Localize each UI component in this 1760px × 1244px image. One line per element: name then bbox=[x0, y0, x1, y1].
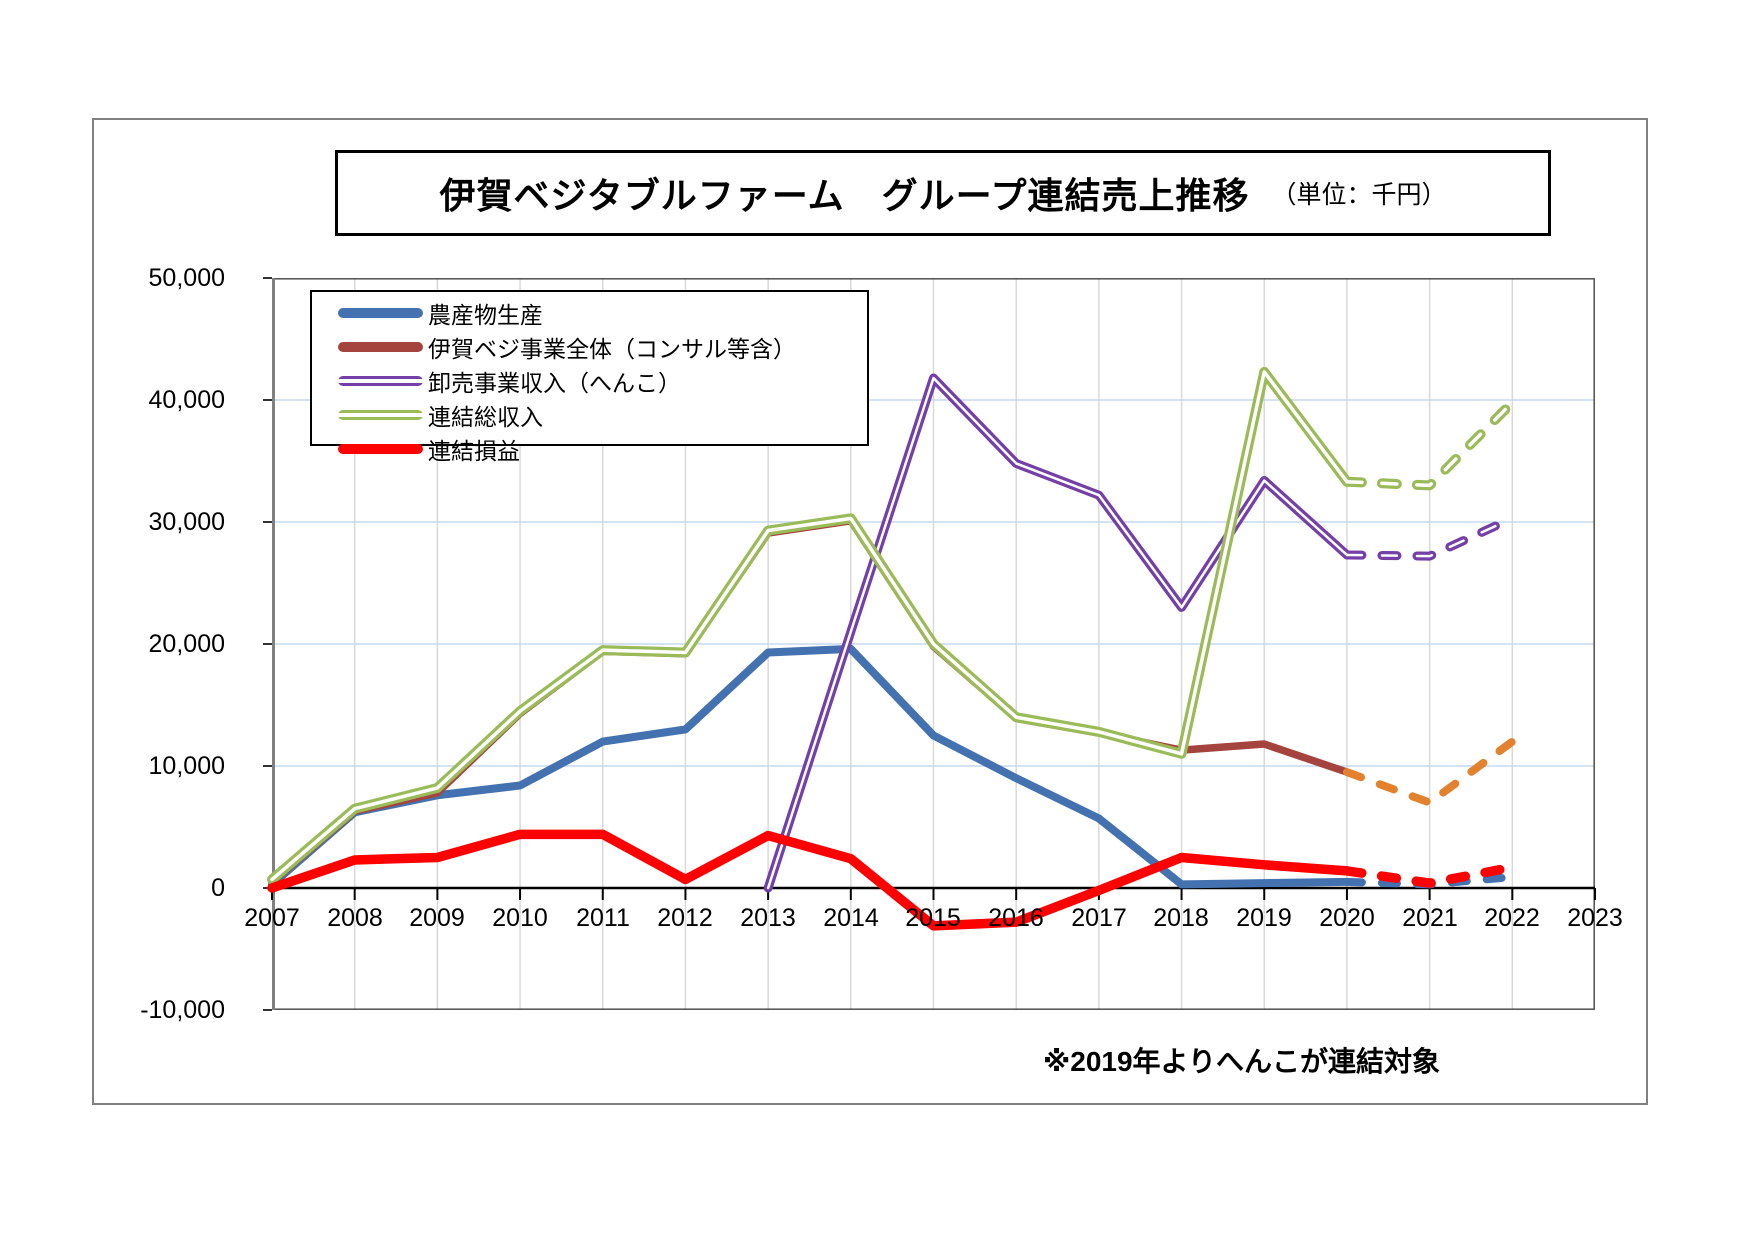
y-axis-label-50000: 50,000 bbox=[148, 264, 225, 292]
legend-label: 卸売事業収入（へんこ） bbox=[428, 370, 681, 396]
footnote: ※2019年よりへんこが連結対象 bbox=[1043, 1046, 1440, 1077]
x-axis-label-2011: 2011 bbox=[576, 904, 630, 932]
x-axis-label-2020: 2020 bbox=[1319, 904, 1375, 932]
y-axis-label-40000: 40,000 bbox=[148, 386, 225, 414]
x-axis-label-2012: 2012 bbox=[657, 904, 713, 932]
x-axis-label-2018: 2018 bbox=[1153, 904, 1209, 932]
legend-swatch-green-outline-line bbox=[338, 410, 423, 420]
y-axis-label-30000: 30,000 bbox=[148, 508, 225, 536]
chart-title: 伊賀ベジタブルファーム グループ連結売上推移 bbox=[439, 175, 1250, 216]
legend-item-agri-production: 農産物生産 bbox=[338, 296, 867, 330]
x-axis-label-2019: 2019 bbox=[1236, 904, 1292, 932]
outer-frame bbox=[92, 118, 1648, 1105]
legend-label: 連結損益 bbox=[428, 438, 520, 464]
chart-legend: 農産物生産 伊賀ベジ事業全体（コンサル等含） 卸売事業収入（へんこ） 連結総収入… bbox=[310, 290, 869, 464]
legend-label: 伊賀ベジ事業全体（コンサル等含） bbox=[428, 336, 796, 362]
legend-item-igaveg-business: 伊賀ベジ事業全体（コンサル等含） bbox=[338, 330, 867, 364]
x-axis-label-2023: 2023 bbox=[1567, 904, 1623, 932]
x-axis-label-2013: 2013 bbox=[740, 904, 796, 932]
x-axis-label-2021: 2021 bbox=[1402, 904, 1458, 932]
x-axis-label-2008: 2008 bbox=[327, 904, 383, 932]
legend-label: 連結総収入 bbox=[428, 404, 543, 430]
legend-item-wholesale-henko: 卸売事業収入（へんこ） bbox=[338, 364, 867, 398]
x-axis-label-2016: 2016 bbox=[988, 904, 1044, 932]
y-axis-label-10000: 10,000 bbox=[148, 752, 225, 780]
x-axis-label-2007: 2007 bbox=[244, 904, 300, 932]
line-chart-plot-area bbox=[263, 277, 1596, 1011]
chart-unit-label: （単位：千円） bbox=[1271, 181, 1447, 209]
y-axis-label-0: 0 bbox=[211, 874, 225, 902]
x-axis-label-2022: 2022 bbox=[1484, 904, 1540, 932]
legend-swatch-red-line bbox=[338, 444, 423, 454]
legend-item-consolidated-profit-loss: 連結損益 bbox=[338, 432, 867, 466]
legend-swatch-blue-line bbox=[338, 308, 423, 318]
x-axis-label-2017: 2017 bbox=[1071, 904, 1127, 932]
x-axis-label-2014: 2014 bbox=[823, 904, 879, 932]
x-axis-label-2010: 2010 bbox=[492, 904, 548, 932]
legend-swatch-purple-outline-line bbox=[338, 376, 423, 386]
legend-item-consolidated-revenue: 連結総収入 bbox=[338, 398, 867, 432]
x-axis-label-2009: 2009 bbox=[409, 904, 465, 932]
y-axis-label-neg10000: -10,000 bbox=[140, 996, 225, 1024]
legend-swatch-darkred-line bbox=[338, 342, 423, 352]
chart-title-box: 伊賀ベジタブルファーム グループ連結売上推移 （単位：千円） bbox=[335, 150, 1551, 236]
y-axis-label-20000: 20,000 bbox=[148, 630, 225, 658]
legend-label: 農産物生産 bbox=[428, 302, 543, 328]
x-axis-label-2015: 2015 bbox=[905, 904, 961, 932]
